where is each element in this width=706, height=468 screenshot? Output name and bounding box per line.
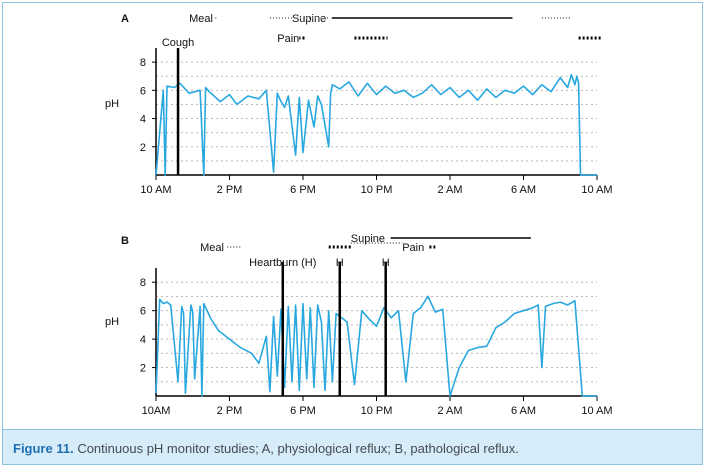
x-tick-label: 6 PM [290, 405, 316, 417]
x-tick-label: 2 PM [217, 405, 243, 417]
x-tick-label: 10 AM [581, 405, 612, 417]
event-label: H [336, 257, 344, 269]
event-label: Heartburn (H) [249, 257, 316, 269]
ph-trace [155, 295, 597, 397]
caption-bar: Figure 11. Continuous pH monitor studies… [3, 429, 702, 464]
y-tick-label: 6 [140, 306, 146, 318]
x-tick-label: 2 AM [437, 405, 462, 417]
y-axis-label: pH [105, 316, 119, 328]
y-tick-label: 2 [140, 363, 146, 375]
annotation-label: Meal [189, 13, 213, 25]
x-tick-label: 2 PM [217, 184, 243, 196]
x-tick-label: 10AM [142, 405, 171, 417]
x-tick-label: 6 AM [511, 184, 536, 196]
x-tick-label: 10 PM [361, 184, 393, 196]
caption-text: Figure 11. Continuous pH monitor studies… [13, 441, 519, 456]
y-tick-label: 8 [140, 57, 146, 69]
y-tick-label: 2 [140, 142, 146, 154]
event-label: Cough [162, 37, 194, 49]
y-tick-label: 4 [140, 114, 146, 126]
panel-label: A [121, 13, 129, 25]
annotation-label: Meal [200, 242, 224, 254]
y-axis-label: pH [105, 98, 119, 110]
chart-panel-b: BpH 2 4 6 8 10AM 2 PM 6 PM 10 PM 2 AM 6 AM 10 AM Hea… [105, 233, 613, 417]
x-tick-label: 10 AM [140, 184, 171, 196]
y-tick-label: 6 [140, 85, 146, 97]
panel-label: B [121, 235, 129, 247]
ph-trace [155, 74, 597, 176]
x-tick-label: 6 AM [511, 405, 536, 417]
chart-panel-a: ApH 2 4 6 8 10 AM 2 PM 6 PM 10 PM 2 AM 6 AM 10 AM Co… [105, 13, 613, 196]
annotation-label: Supine [351, 233, 385, 245]
x-tick-label: 10 AM [581, 184, 612, 196]
y-tick-label: 4 [140, 334, 146, 346]
y-tick-label: 8 [140, 277, 146, 289]
annotation-label: Pain [402, 242, 424, 254]
x-tick-label: 6 PM [290, 184, 316, 196]
annotation-label: Pain [277, 33, 299, 45]
caption-body: Continuous pH monitor studies; A, physio… [73, 441, 519, 456]
x-tick-label: 10 PM [361, 405, 393, 417]
event-label: H [382, 257, 390, 269]
caption-label: Figure 11. [13, 441, 74, 456]
x-tick-label: 2 AM [437, 184, 462, 196]
